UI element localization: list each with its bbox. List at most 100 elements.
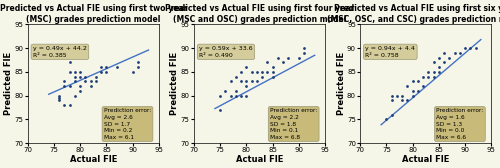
- Point: [237, 71, 245, 73]
- Point: [102, 66, 110, 69]
- Point: [242, 66, 250, 69]
- Text: y = 0.49x + 44.2
R² = 0.385: y = 0.49x + 44.2 R² = 0.385: [33, 46, 87, 58]
- Text: Prediction error:
Avg = 2.2
SD = 1.8
Min = 0.1
Max = 6.8: Prediction error: Avg = 2.2 SD = 1.8 Min…: [270, 108, 318, 140]
- Point: [440, 61, 448, 64]
- Point: [404, 99, 411, 102]
- Point: [268, 66, 276, 69]
- Point: [92, 80, 100, 83]
- Point: [60, 104, 68, 107]
- Y-axis label: Predicted FIE: Predicted FIE: [336, 52, 345, 115]
- Point: [414, 90, 422, 92]
- Point: [264, 71, 272, 73]
- Point: [435, 71, 443, 73]
- Point: [388, 113, 396, 116]
- Point: [237, 94, 245, 97]
- Point: [76, 85, 84, 88]
- Y-axis label: Predicted FIE: Predicted FIE: [4, 52, 13, 115]
- Point: [258, 75, 266, 78]
- Point: [408, 94, 416, 97]
- Text: y = 0.59x + 33.6
R² = 0.490: y = 0.59x + 33.6 R² = 0.490: [199, 46, 253, 58]
- Point: [71, 80, 79, 83]
- Point: [300, 47, 308, 49]
- Point: [60, 85, 68, 88]
- Point: [216, 94, 224, 97]
- Point: [264, 61, 272, 64]
- Point: [55, 97, 63, 99]
- Point: [398, 94, 406, 97]
- Point: [222, 90, 230, 92]
- Point: [113, 66, 121, 69]
- Point: [450, 52, 458, 54]
- Point: [66, 85, 74, 88]
- Y-axis label: Predicted FIE: Predicted FIE: [170, 52, 179, 115]
- Point: [253, 80, 261, 83]
- Point: [134, 61, 142, 64]
- Title: Predicted vs Actual FIE using first four year
(MSC and OSC) grades prediction mo: Predicted vs Actual FIE using first four…: [165, 4, 354, 24]
- X-axis label: Actual FIE: Actual FIE: [236, 155, 283, 164]
- Point: [284, 56, 292, 59]
- Point: [424, 71, 432, 73]
- Point: [82, 75, 90, 78]
- Point: [71, 71, 79, 73]
- Point: [242, 85, 250, 88]
- Point: [446, 56, 454, 59]
- Point: [232, 90, 240, 92]
- Point: [232, 94, 240, 97]
- Point: [242, 80, 250, 83]
- Point: [424, 75, 432, 78]
- X-axis label: Actual FIE: Actual FIE: [402, 155, 450, 164]
- Point: [226, 80, 234, 83]
- Point: [268, 75, 276, 78]
- Title: Predicted vs Actual FIE using first six year
(MSC, OSC, and CSC) grades predicti: Predicted vs Actual FIE using first six …: [326, 4, 500, 24]
- Point: [430, 61, 438, 64]
- Point: [295, 56, 303, 59]
- Point: [408, 80, 416, 83]
- Point: [258, 71, 266, 73]
- Point: [398, 99, 406, 102]
- Title: Predicted vs Actual FIE using first two year
(MSC) grades prediction model: Predicted vs Actual FIE using first two …: [0, 4, 187, 24]
- Point: [237, 80, 245, 83]
- Point: [419, 75, 427, 78]
- Point: [253, 71, 261, 73]
- Point: [274, 56, 282, 59]
- Point: [76, 71, 84, 73]
- Point: [55, 99, 63, 102]
- Point: [60, 80, 68, 83]
- Point: [134, 66, 142, 69]
- Point: [461, 47, 469, 49]
- Point: [440, 52, 448, 54]
- Point: [300, 52, 308, 54]
- Text: Prediction error:
Avg = 1.6
SD = 1.3
Min = 0.0
Max = 6.6: Prediction error: Avg = 1.6 SD = 1.3 Min…: [436, 108, 484, 140]
- X-axis label: Actual FIE: Actual FIE: [70, 155, 117, 164]
- Point: [128, 71, 136, 73]
- Point: [430, 71, 438, 73]
- Point: [55, 94, 63, 97]
- Point: [216, 109, 224, 111]
- Point: [435, 56, 443, 59]
- Point: [82, 80, 90, 83]
- Point: [76, 75, 84, 78]
- Point: [86, 85, 94, 88]
- Point: [393, 94, 401, 97]
- Point: [388, 94, 396, 97]
- Point: [430, 75, 438, 78]
- Point: [232, 75, 240, 78]
- Point: [242, 94, 250, 97]
- Point: [102, 71, 110, 73]
- Point: [226, 94, 234, 97]
- Point: [408, 90, 416, 92]
- Point: [97, 66, 105, 69]
- Point: [404, 85, 411, 88]
- Text: Prediction error:
Avg = 2.6
SD = 1.7
Min = 0.2
Max = 6.1: Prediction error: Avg = 2.6 SD = 1.7 Min…: [104, 108, 151, 140]
- Point: [97, 71, 105, 73]
- Point: [388, 99, 396, 102]
- Point: [268, 71, 276, 73]
- Point: [76, 90, 84, 92]
- Point: [435, 66, 443, 69]
- Point: [419, 85, 427, 88]
- Text: y = 0.94x + 4.4
R² = 0.758: y = 0.94x + 4.4 R² = 0.758: [366, 46, 416, 58]
- Point: [466, 47, 474, 49]
- Point: [86, 80, 94, 83]
- Point: [71, 94, 79, 97]
- Point: [66, 104, 74, 107]
